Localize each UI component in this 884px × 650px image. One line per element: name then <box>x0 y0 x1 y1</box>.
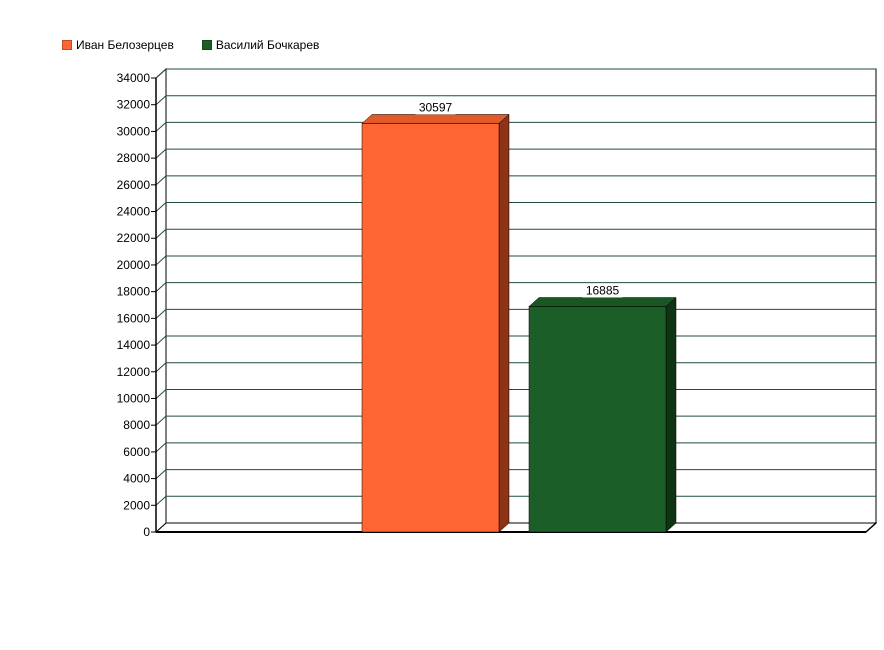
data-label-bg-series-1 <box>415 100 456 115</box>
data-label-bg-series-2 <box>582 283 623 298</box>
data-label-series-1: 30597 <box>419 100 453 114</box>
gridline-left-34000 <box>155 68 167 79</box>
gridline-left-14000 <box>155 335 167 346</box>
legend-label-series-1: Иван Белозерцев <box>76 38 174 52</box>
gridline-left-20000 <box>155 255 167 266</box>
legend-item-series-2: Василий Бочкарев <box>201 38 320 52</box>
y-tick-label-30000: 30000 <box>117 124 151 138</box>
y-tick-label-24000: 24000 <box>117 205 151 219</box>
bar-top-series-1 <box>361 114 510 124</box>
y-tick-label-4000: 4000 <box>123 472 150 486</box>
gridline-left-12000 <box>155 362 167 373</box>
y-tick-label-28000: 28000 <box>117 151 151 165</box>
legend-swatch-series-2 <box>201 40 212 50</box>
y-tick-label-8000: 8000 <box>123 418 150 432</box>
y-tick-label-2000: 2000 <box>123 498 150 512</box>
data-label-series-2: 16885 <box>586 284 620 298</box>
y-tick-label-10000: 10000 <box>117 391 151 405</box>
bar-series-1 <box>361 123 500 533</box>
y-tick-label-16000: 16000 <box>117 311 151 325</box>
y-tick-label-32000: 32000 <box>117 98 151 112</box>
legend-item-series-1: Иван Белозерцев <box>62 38 174 52</box>
gridline-left-32000 <box>155 95 167 106</box>
y-tick-label-14000: 14000 <box>117 338 151 352</box>
bar-side-series-1 <box>498 113 510 533</box>
gridline-left-28000 <box>155 148 167 159</box>
y-tick-label-18000: 18000 <box>117 285 151 299</box>
bar-top-series-2 <box>528 297 677 307</box>
gridline-left-22000 <box>155 228 167 239</box>
gridline-left-10000 <box>155 389 167 399</box>
y-tick-label-12000: 12000 <box>117 365 151 379</box>
y-tick-label-6000: 6000 <box>123 445 150 459</box>
gridline-left-30000 <box>155 122 167 132</box>
bar-series-2 <box>528 306 667 533</box>
gridline-left-2000 <box>155 495 167 506</box>
gridline-left-6000 <box>155 442 167 453</box>
legend-label-series-2: Василий Бочкарев <box>215 38 320 52</box>
x-axis-depth-line <box>865 522 877 533</box>
y-tick-label-20000: 20000 <box>117 258 151 272</box>
y-tick-label-22000: 22000 <box>117 231 151 245</box>
plot-floor <box>154 522 878 533</box>
y-tick-label-34000: 34000 <box>117 71 151 85</box>
y-tick-label-0: 0 <box>143 525 150 539</box>
gridline-left-16000 <box>155 308 167 319</box>
gridline-left-26000 <box>155 175 167 186</box>
y-tick-label-26000: 26000 <box>117 178 151 192</box>
legend: Иван Белозерцев Василий Бочкарев <box>62 38 319 52</box>
gridline-left-8000 <box>155 415 167 426</box>
gridline-left-24000 <box>155 202 167 212</box>
plot-left-wall <box>155 67 167 534</box>
plot-back-wall <box>165 68 877 524</box>
gridline-left-18000 <box>155 282 167 293</box>
gridline-left-4000 <box>155 469 167 479</box>
legend-swatch-series-1 <box>62 40 72 50</box>
bar-side-series-2 <box>665 296 677 533</box>
